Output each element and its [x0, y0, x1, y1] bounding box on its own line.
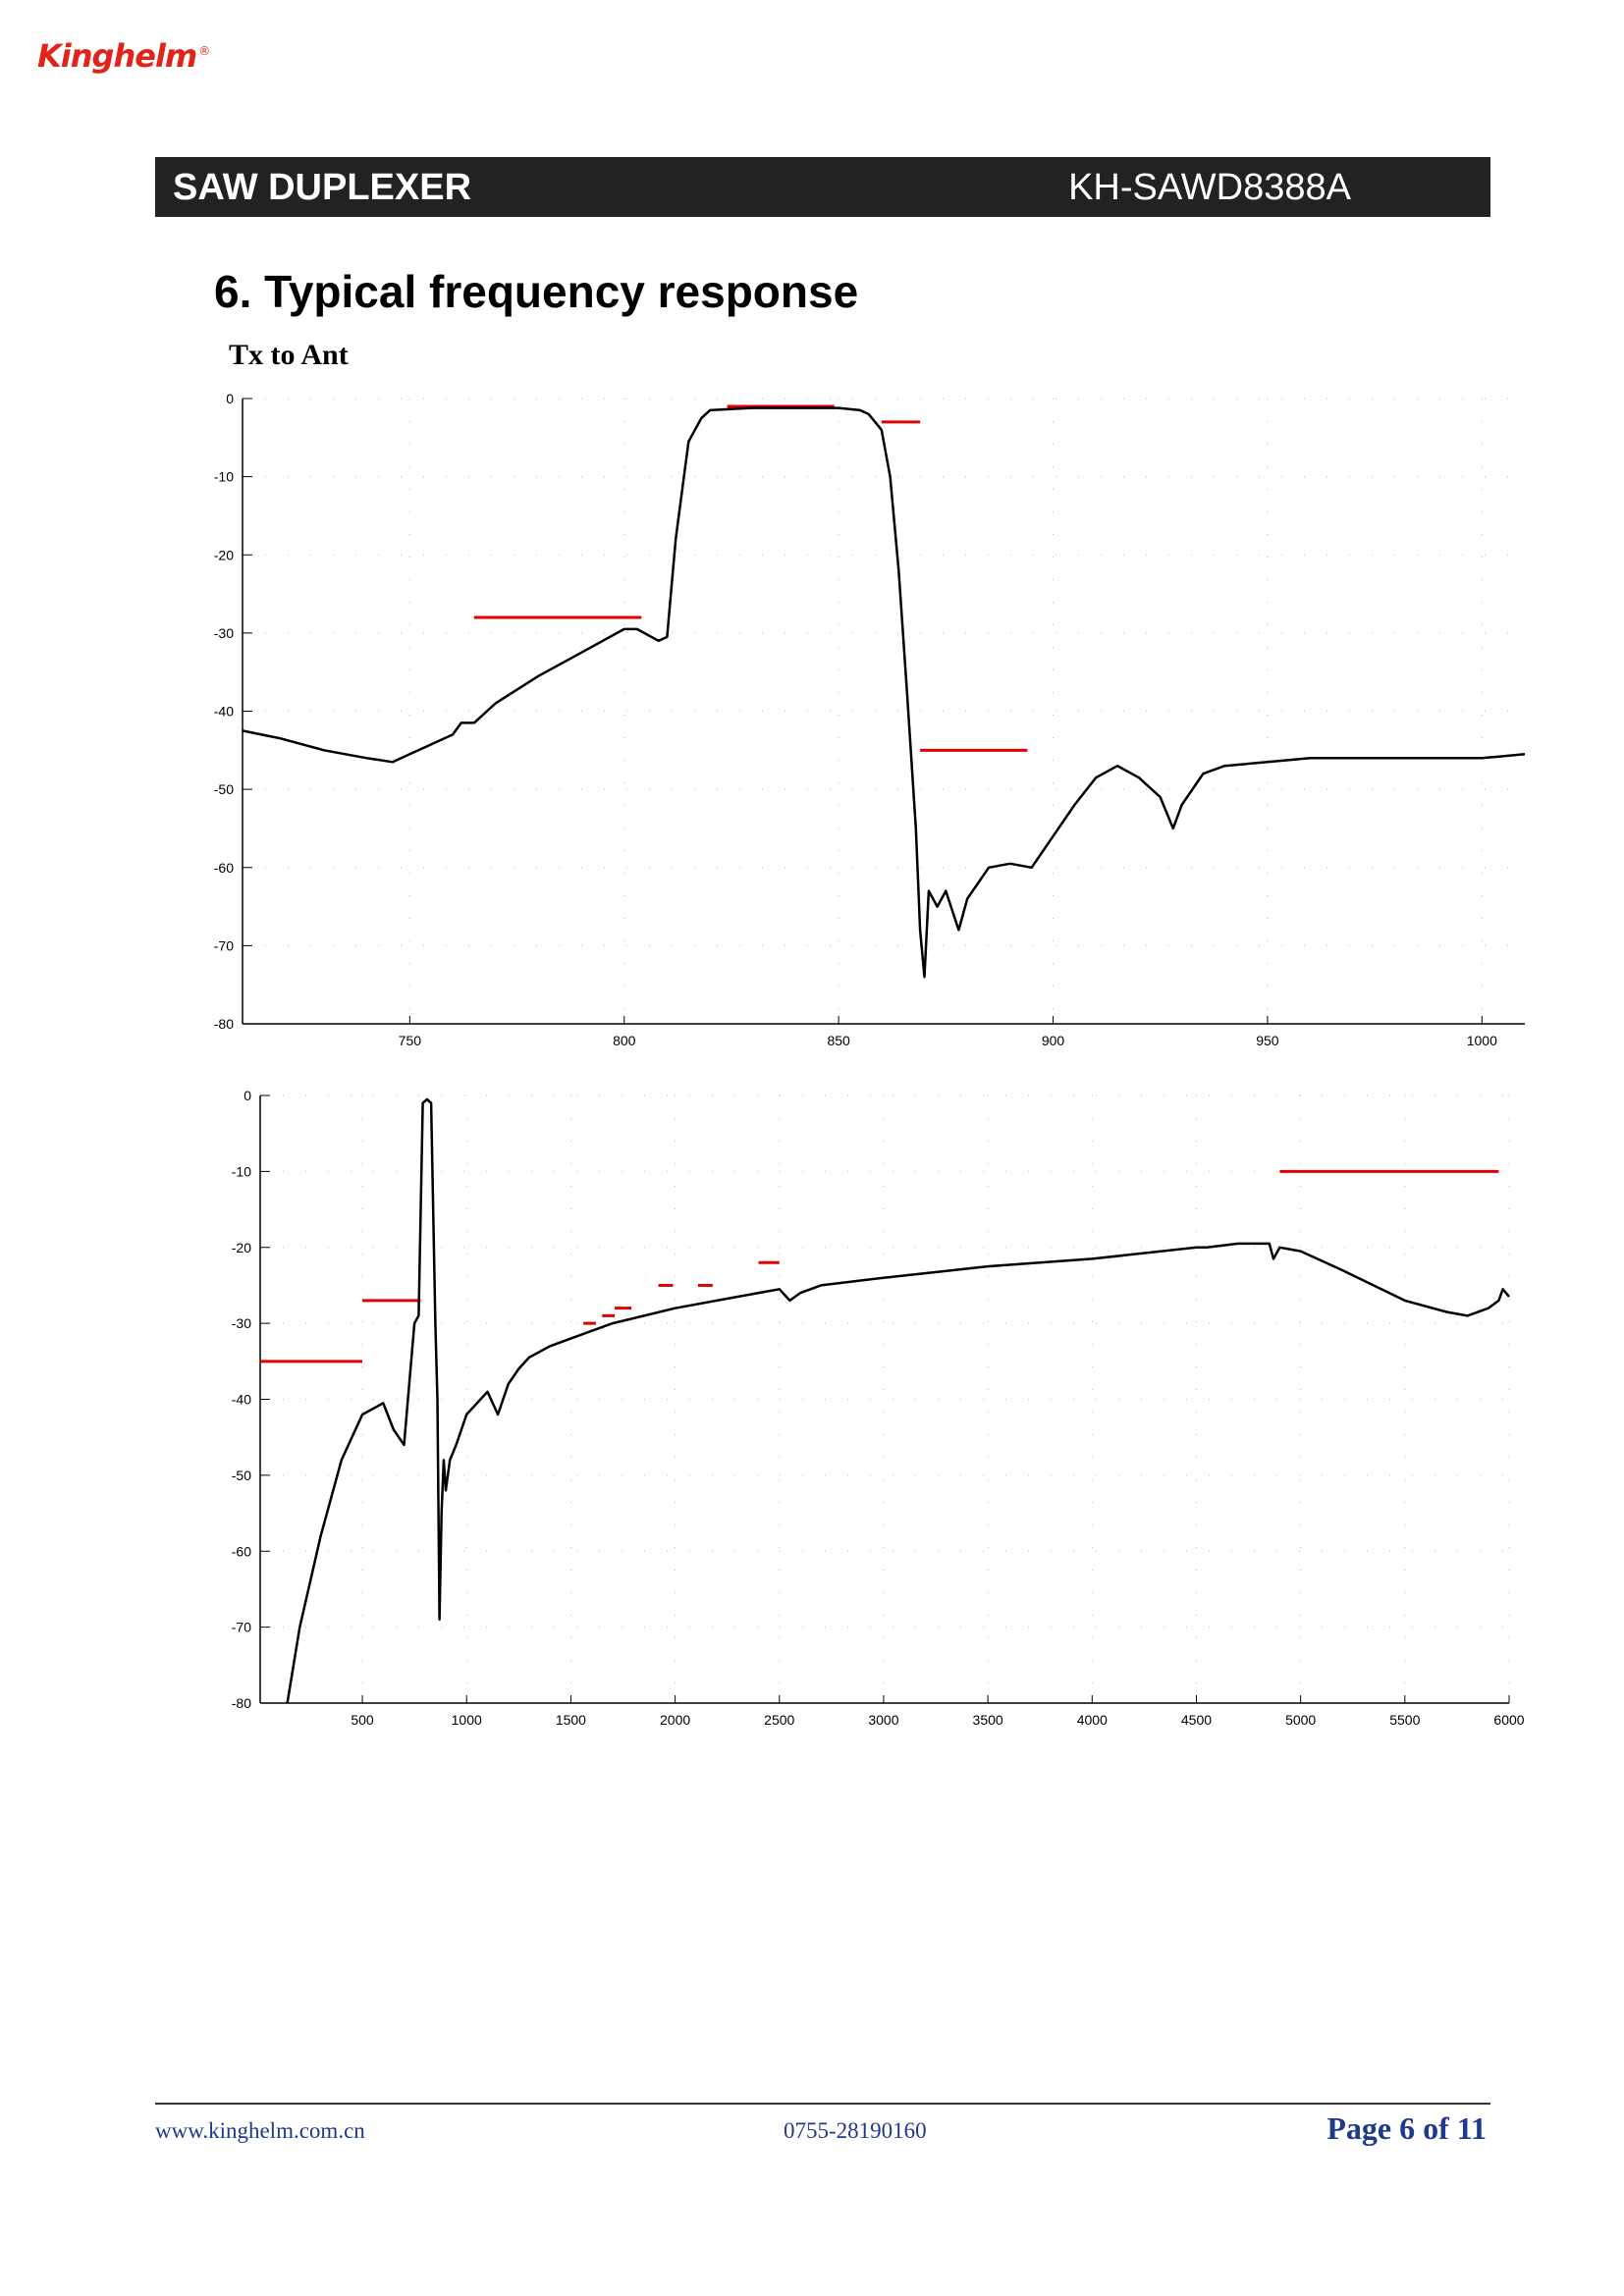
x-tick-label: 500 — [351, 1712, 374, 1728]
x-tick-label: 2000 — [660, 1712, 690, 1728]
registered-mark: ® — [198, 44, 210, 59]
x-tick-label: 750 — [399, 1033, 422, 1048]
y-tick-label: -70 — [232, 1620, 251, 1635]
y-tick-label: -20 — [214, 547, 234, 562]
y-tick-label: -80 — [232, 1695, 251, 1711]
chart-title: Tx to Ant — [229, 339, 349, 371]
y-tick-label: 0 — [226, 391, 234, 406]
footer-divider — [155, 2103, 1490, 2105]
x-tick-label: 950 — [1256, 1033, 1279, 1048]
y-tick-label: -50 — [232, 1468, 251, 1483]
y-tick-label: -60 — [214, 860, 234, 876]
product-type: SAW DUPLEXER — [173, 167, 472, 208]
footer-website[interactable]: www.kinghelm.com.cn — [155, 2118, 365, 2143]
y-tick-label: -40 — [214, 704, 234, 720]
response-trace — [242, 406, 1526, 979]
y-tick-label: -30 — [232, 1315, 251, 1331]
y-tick-label: -30 — [214, 625, 234, 641]
x-tick-label: 5000 — [1285, 1712, 1316, 1728]
x-tick-label: 900 — [1042, 1033, 1065, 1048]
x-tick-label: 4500 — [1181, 1712, 1212, 1728]
y-tick-label: -10 — [232, 1163, 251, 1179]
x-tick-label: 5500 — [1389, 1712, 1420, 1728]
brand-logo: Kinghelm ® — [37, 37, 210, 75]
x-tick-label: 1500 — [556, 1712, 586, 1728]
x-tick-label: 800 — [613, 1033, 636, 1048]
x-tick-label: 850 — [827, 1033, 850, 1048]
x-tick-label: 3500 — [973, 1712, 1003, 1728]
x-tick-label: 6000 — [1493, 1712, 1524, 1728]
x-tick-label: 3000 — [868, 1712, 898, 1728]
x-tick-label: 4000 — [1077, 1712, 1108, 1728]
brand-name: Kinghelm — [37, 37, 197, 75]
x-tick-label: 1000 — [1467, 1033, 1497, 1048]
section-title: 6. Typical frequency response — [214, 266, 859, 317]
y-tick-label: 0 — [244, 1088, 251, 1103]
y-tick-label: -50 — [214, 781, 234, 797]
y-tick-label: -70 — [214, 937, 234, 953]
header-bar: SAW DUPLEXER KH-SAWD8388A — [155, 157, 1490, 217]
footer-phone: 0755-28190160 — [784, 2118, 927, 2143]
frequency-response-charts: 0 -10 -20 -30 -40 -50 -60 -70 -80 750 800 850 900 950… — [214, 391, 1526, 1728]
response-trace — [286, 1097, 1510, 1704]
y-tick-label: -80 — [214, 1016, 234, 1032]
y-tick-label: -10 — [214, 469, 234, 485]
x-tick-label: 2500 — [764, 1712, 794, 1728]
y-tick-label: -40 — [232, 1392, 251, 1408]
page-number: Page 6 of 11 — [1326, 2110, 1487, 2146]
part-number: KH-SAWD8388A — [1068, 167, 1351, 208]
y-tick-label: -20 — [232, 1240, 251, 1255]
x-tick-label: 1000 — [452, 1712, 482, 1728]
y-tick-label: -60 — [232, 1543, 251, 1559]
